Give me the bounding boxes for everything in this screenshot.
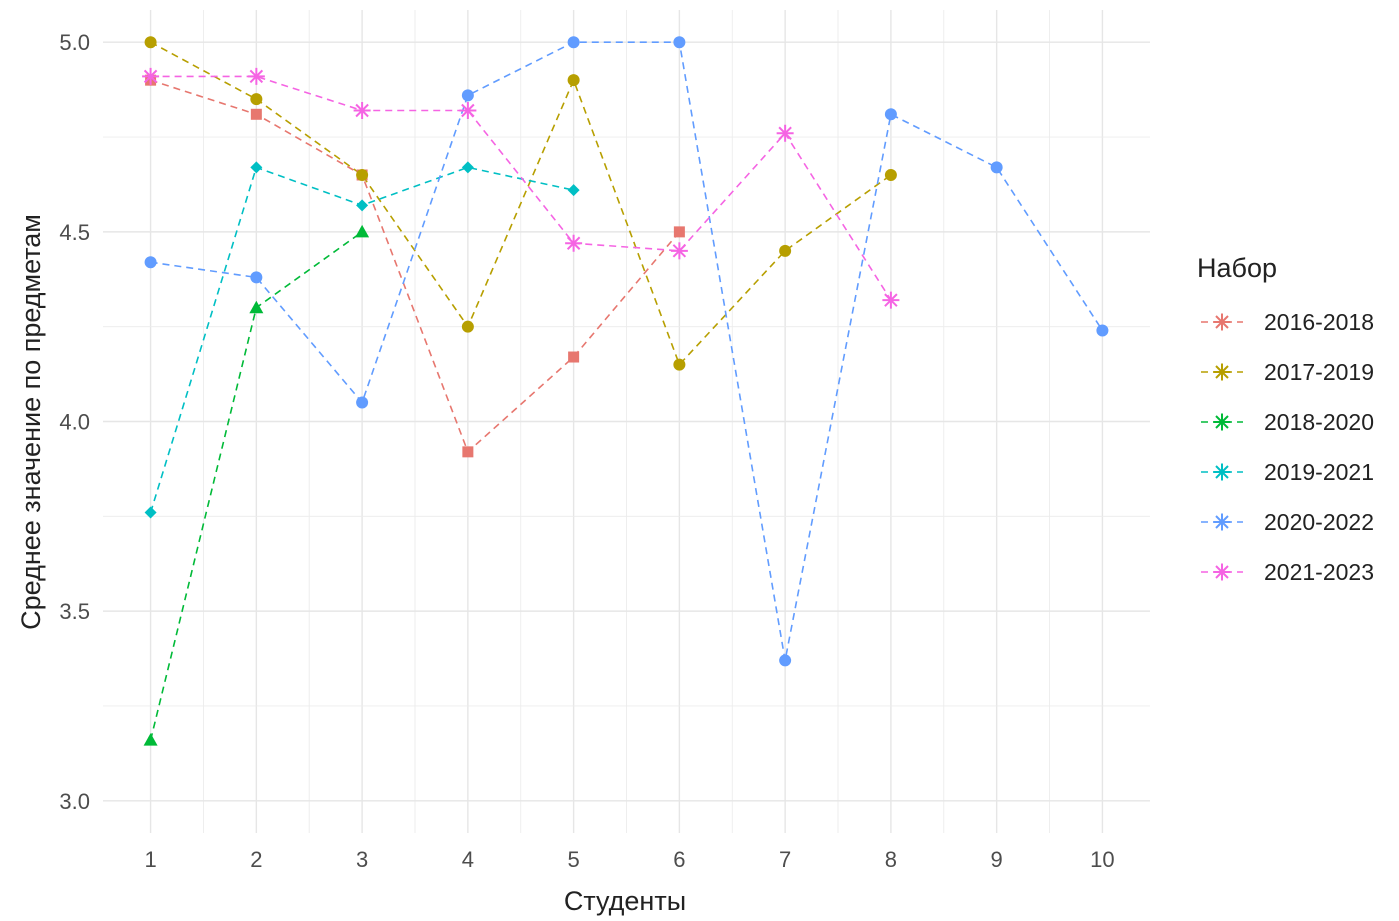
legend-item-2016-2018: 2016-2018 (1201, 309, 1374, 335)
data-point-2021-2023 (776, 124, 794, 142)
series-line-2016-2018 (150, 79, 681, 454)
legend-item-2021-2023: 2021-2023 (1201, 559, 1374, 585)
x-axis-ticks: 1 2 3 4 5 6 7 8 9 10 (144, 847, 1114, 872)
data-point-2021-2023 (670, 242, 688, 260)
data-point-2020-2022 (567, 36, 580, 49)
x-tick-label: 10 (1090, 847, 1114, 872)
data-point-2016-2018 (568, 351, 580, 363)
data-point-2019-2021 (567, 184, 580, 197)
x-tick-label: 9 (991, 847, 1003, 872)
legend-key-marker (1213, 313, 1231, 331)
data-point-2021-2023 (142, 67, 160, 85)
legend-key-marker (1213, 463, 1231, 481)
data-point-2021-2023 (882, 291, 900, 309)
legend-label: 2017-2019 (1264, 359, 1374, 385)
legend-key-marker (1213, 513, 1231, 531)
data-point-2020-2022 (356, 396, 369, 409)
x-tick-label: 2 (250, 847, 262, 872)
grid-lines (103, 10, 1150, 833)
legend: Набор 2016-2018 2017-2019 2018-2020 2019-20… (1197, 253, 1374, 585)
y-tick-label: 3.5 (59, 599, 90, 624)
x-tick-label: 1 (144, 847, 156, 872)
data-point-2017-2019 (144, 36, 157, 49)
legend-item-2017-2019: 2017-2019 (1201, 359, 1374, 385)
data-point-2019-2021 (461, 161, 474, 174)
series-line-2021-2023 (150, 75, 892, 301)
data-point-2020-2022 (1096, 324, 1109, 337)
data-point-2017-2019 (250, 93, 263, 106)
y-tick-label: 3.0 (59, 789, 90, 814)
data-point-2020-2022 (673, 36, 686, 49)
series-points (142, 36, 1109, 746)
data-point-2017-2019 (884, 168, 897, 181)
data-point-2017-2019 (779, 244, 792, 257)
data-point-2017-2019 (461, 320, 474, 333)
legend-label: 2021-2023 (1264, 559, 1374, 585)
legend-key-marker (1213, 563, 1231, 581)
legend-label: 2018-2020 (1264, 409, 1374, 435)
y-axis-ticks: 3.0 3.5 4.0 4.5 5.0 (59, 30, 90, 814)
x-tick-label: 7 (779, 847, 791, 872)
data-point-2019-2021 (250, 161, 263, 174)
data-point-2020-2022 (779, 654, 792, 667)
legend-label: 2016-2018 (1264, 309, 1374, 335)
data-point-2019-2021 (144, 506, 157, 519)
x-tick-label: 5 (567, 847, 579, 872)
x-tick-label: 4 (462, 847, 474, 872)
data-point-2018-2020 (355, 224, 370, 238)
legend-key-marker (1213, 413, 1231, 431)
legend-label: 2020-2022 (1264, 509, 1374, 535)
data-point-2016-2018 (250, 108, 262, 120)
data-point-2017-2019 (356, 168, 369, 181)
data-point-2018-2020 (249, 300, 264, 314)
x-axis-title: Студенты (564, 886, 686, 916)
y-axis-title: Среднее значение по предметам (16, 214, 46, 630)
data-point-2020-2022 (461, 89, 474, 102)
y-tick-label: 4.0 (59, 410, 90, 435)
data-point-2019-2021 (356, 199, 369, 212)
legend-item-2020-2022: 2020-2022 (1201, 509, 1374, 535)
legend-items: 2016-2018 2017-2019 2018-2020 2019-2021 2020… (1201, 309, 1374, 585)
series-line-2017-2019 (150, 41, 892, 367)
x-tick-label: 6 (673, 847, 685, 872)
data-point-2021-2023 (459, 102, 477, 120)
legend-label: 2019-2021 (1264, 459, 1374, 485)
data-point-2021-2023 (353, 102, 371, 120)
y-tick-label: 5.0 (59, 30, 90, 55)
legend-item-2018-2020: 2018-2020 (1201, 409, 1374, 435)
data-point-2016-2018 (673, 226, 685, 238)
data-point-2016-2018 (462, 446, 474, 458)
legend-item-2019-2021: 2019-2021 (1201, 459, 1374, 485)
data-point-2020-2022 (884, 108, 897, 121)
x-tick-label: 3 (356, 847, 368, 872)
data-point-2020-2022 (990, 161, 1003, 174)
data-point-2021-2023 (247, 67, 265, 85)
data-point-2020-2022 (250, 271, 263, 284)
data-point-2021-2023 (565, 234, 583, 252)
legend-title: Набор (1197, 253, 1277, 283)
data-point-2018-2020 (143, 733, 158, 746)
data-point-2017-2019 (567, 74, 580, 87)
data-point-2017-2019 (673, 358, 686, 371)
data-point-2020-2022 (144, 256, 157, 269)
legend-key-marker (1213, 363, 1231, 381)
y-tick-label: 4.5 (59, 220, 90, 245)
x-tick-label: 8 (885, 847, 897, 872)
